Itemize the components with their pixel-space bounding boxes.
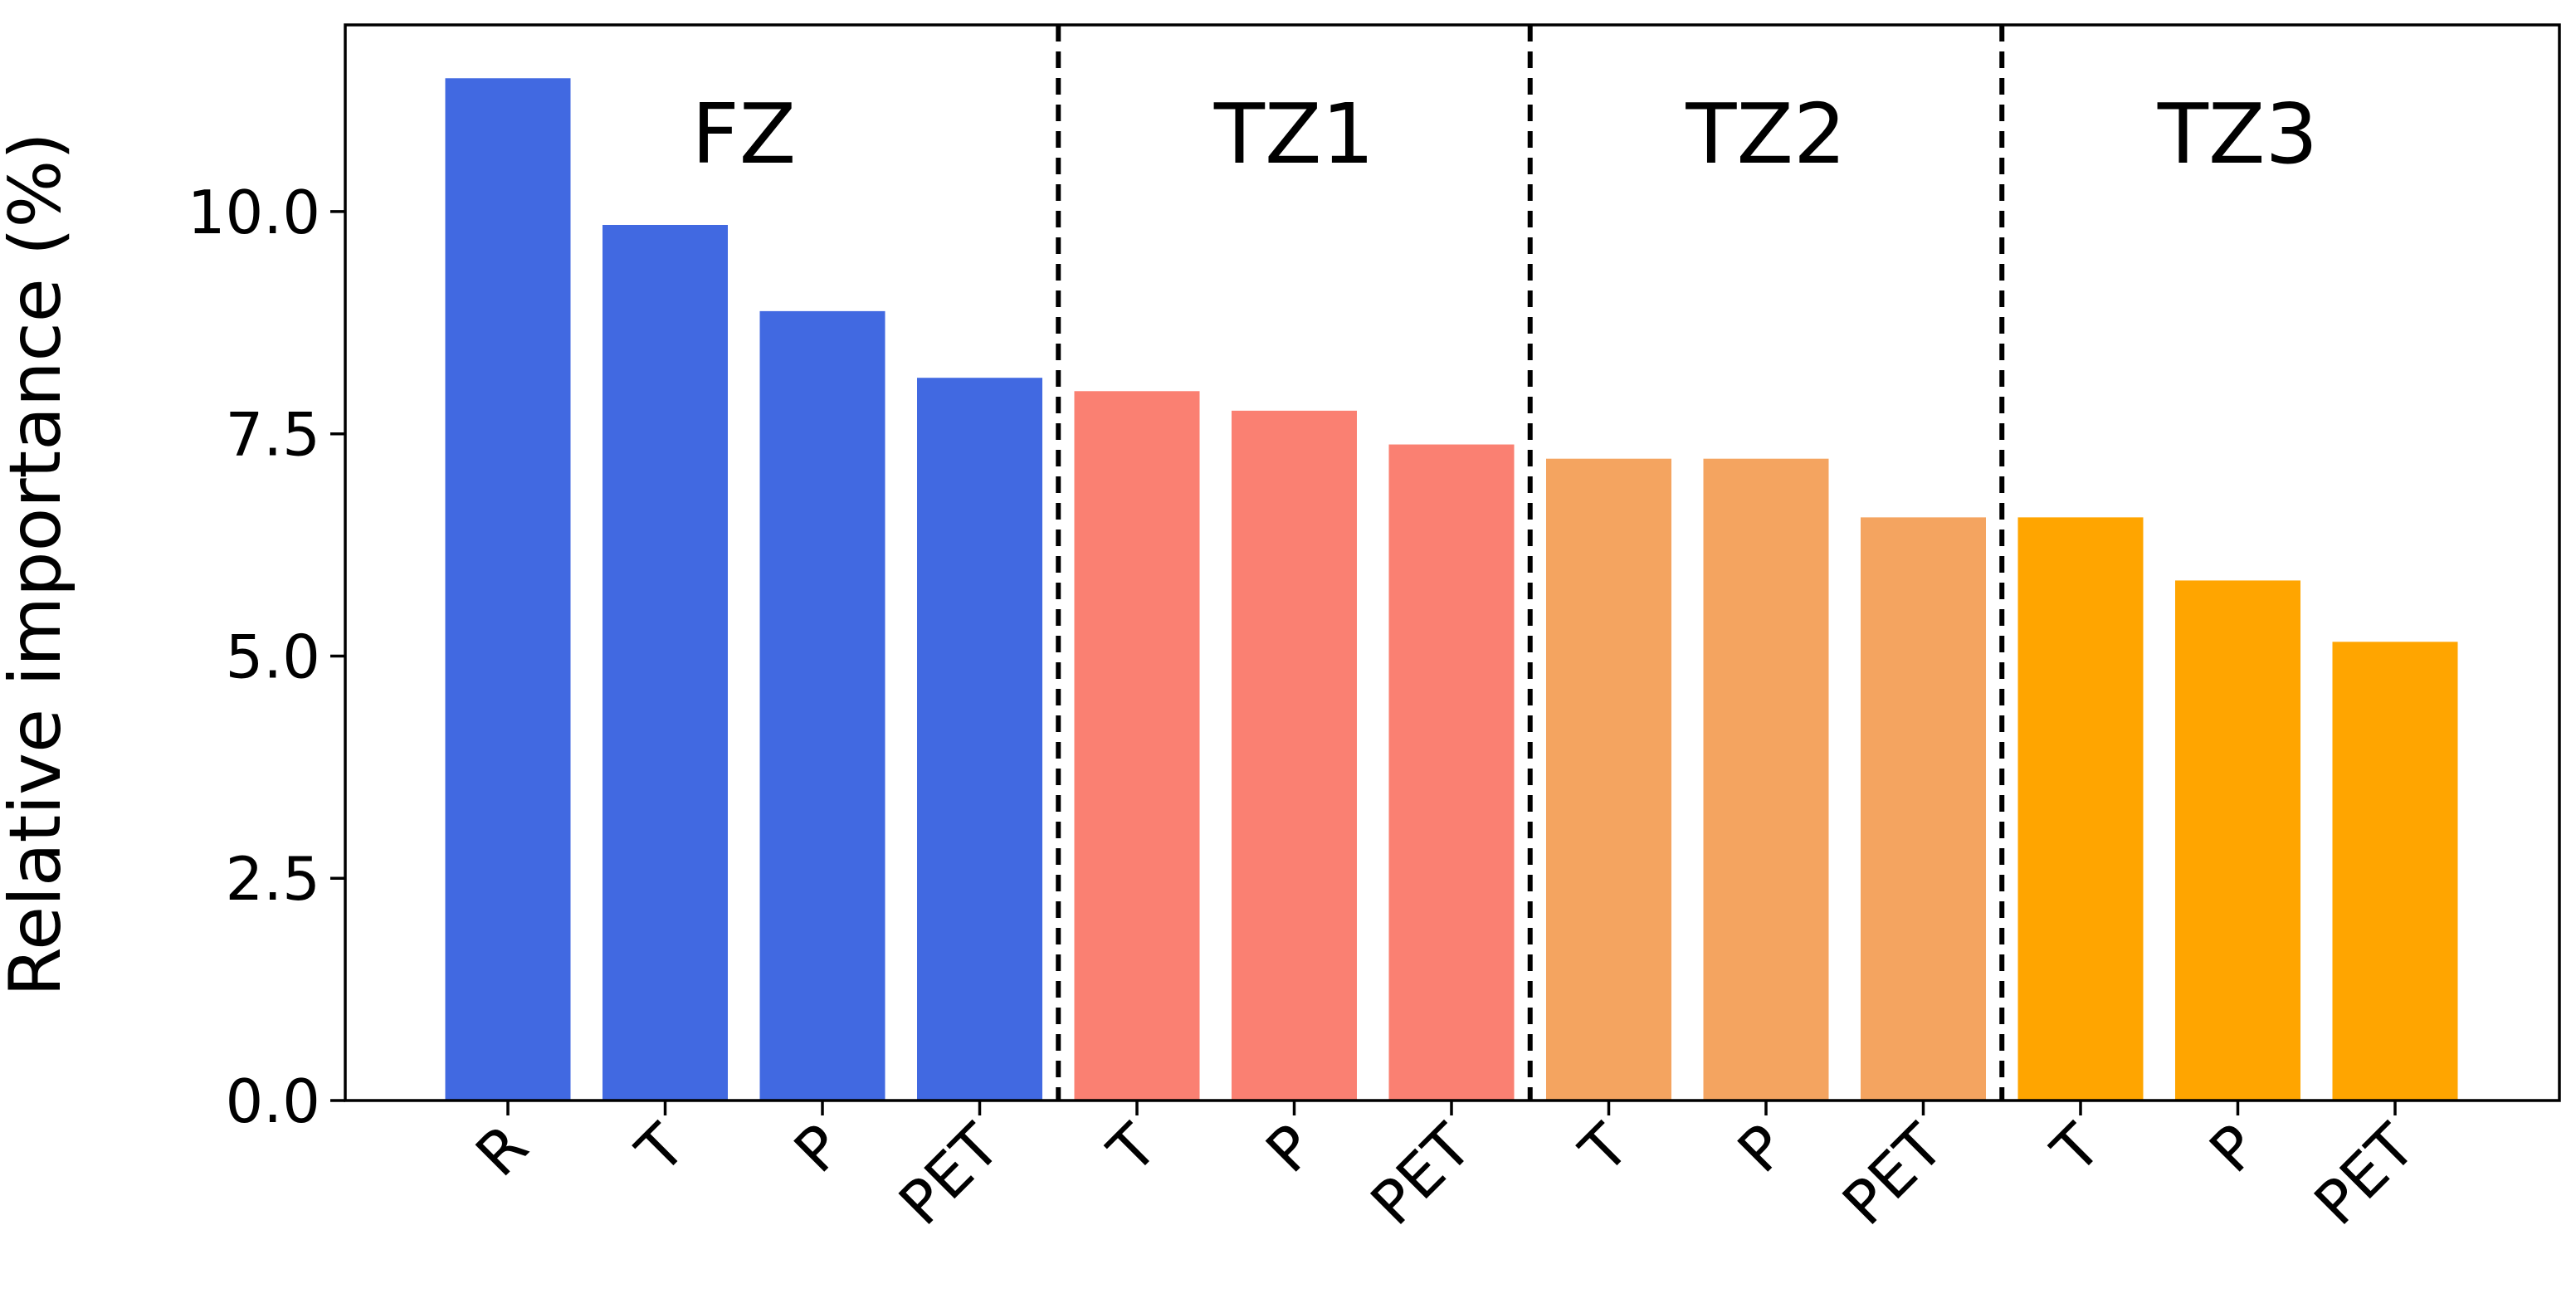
bar bbox=[2017, 517, 2144, 1101]
x-tick-label: PET bbox=[1829, 1110, 1957, 1238]
x-tick-label: T bbox=[2038, 1110, 2115, 1187]
x-tick-label: PET bbox=[2301, 1110, 2429, 1238]
x-tick-label: P bbox=[781, 1111, 856, 1186]
x-tick-label: P bbox=[1252, 1111, 1327, 1186]
bar bbox=[759, 310, 886, 1101]
y-axis-label: Relative importance (%) bbox=[0, 132, 77, 997]
y-tick-label: 10.0 bbox=[188, 178, 320, 247]
x-tick-label: P bbox=[2196, 1111, 2271, 1186]
y-tick-label: 7.5 bbox=[225, 400, 320, 470]
plot-area: FZ TZ1 TZ2 TZ3 0.0 2.5 5.0 7.5 10.0 R T P PET T P PET T P… bbox=[188, 23, 2561, 1238]
x-tick-label: PET bbox=[1358, 1110, 1486, 1238]
bar bbox=[2332, 642, 2458, 1101]
group-label: FZ bbox=[691, 85, 796, 183]
bar bbox=[1232, 410, 1357, 1101]
bar bbox=[1388, 444, 1515, 1101]
group-label: TZ2 bbox=[1685, 85, 1846, 183]
bar bbox=[1861, 517, 1986, 1101]
y-tick-label: 5.0 bbox=[225, 622, 320, 691]
group-label: TZ1 bbox=[1213, 85, 1374, 183]
x-tick-label: R bbox=[462, 1111, 541, 1190]
x-tick-label: T bbox=[1566, 1110, 1642, 1187]
y-tick-label: 0.0 bbox=[225, 1066, 320, 1136]
x-tick-label: P bbox=[1725, 1111, 1799, 1186]
bar bbox=[1074, 391, 1200, 1101]
bar bbox=[2175, 580, 2300, 1101]
x-tick-label: T bbox=[1095, 1110, 1171, 1187]
bar bbox=[1703, 458, 1829, 1101]
x-tick-label: T bbox=[622, 1110, 699, 1187]
group-label: TZ3 bbox=[2157, 85, 2318, 183]
x-tick-label: PET bbox=[886, 1110, 1013, 1238]
y-tick-label: 2.5 bbox=[225, 844, 320, 914]
bar bbox=[1546, 458, 1671, 1101]
bar bbox=[917, 378, 1042, 1101]
bar bbox=[445, 78, 571, 1101]
bar bbox=[603, 224, 728, 1101]
